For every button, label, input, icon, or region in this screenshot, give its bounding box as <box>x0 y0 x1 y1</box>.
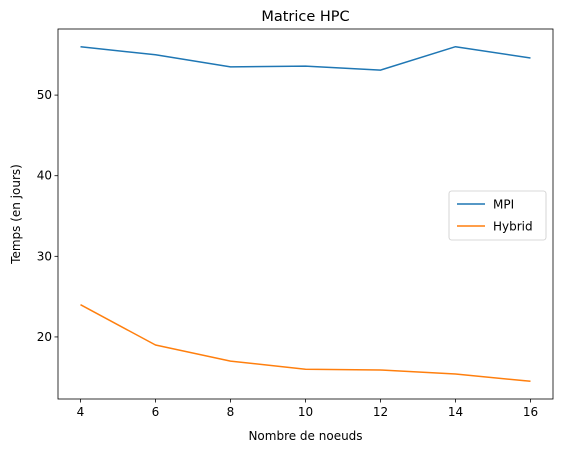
chart-title: Matrice HPC <box>261 9 349 25</box>
x-tick-label: 8 <box>227 405 235 419</box>
x-tick-label: 10 <box>298 405 313 419</box>
legend-label: Hybrid <box>493 220 533 234</box>
series-line-hybrid <box>80 304 531 383</box>
y-tick-label: 20 <box>37 330 52 344</box>
x-tick-label: 4 <box>77 405 85 419</box>
legend-label: MPI <box>493 198 514 212</box>
y-tick-label: 50 <box>37 88 52 102</box>
x-axis-label: Nombre de noeuds <box>248 429 362 443</box>
y-tick-label: 30 <box>37 249 52 263</box>
y-tick-label: 40 <box>37 169 52 183</box>
x-tick-label: 12 <box>373 405 388 419</box>
legend: MPI Hybrid <box>448 190 547 241</box>
series-line-mpi <box>80 45 531 71</box>
x-tick-label: 14 <box>448 405 463 419</box>
x-tick-label: 16 <box>523 405 538 419</box>
x-axis: 4 6 8 10 12 14 16 <box>77 399 538 419</box>
series-layer <box>80 45 531 383</box>
y-axis: 20 30 40 50 <box>37 88 58 344</box>
x-tick-label: 6 <box>152 405 160 419</box>
y-axis-label: Temps (en jours) <box>9 164 23 265</box>
